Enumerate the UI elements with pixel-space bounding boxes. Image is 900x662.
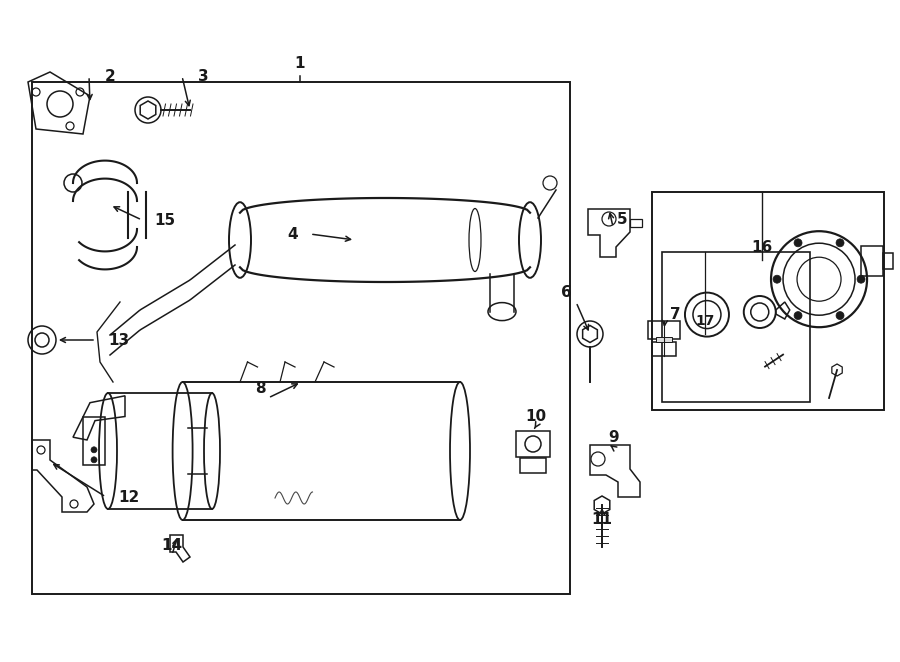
Circle shape: [836, 239, 844, 247]
Text: 7: 7: [670, 307, 680, 322]
Text: 2: 2: [105, 68, 116, 83]
Bar: [656, 337, 672, 342]
Circle shape: [91, 457, 97, 463]
Text: 8: 8: [255, 381, 266, 395]
Text: 10: 10: [526, 408, 546, 424]
Bar: [520, 458, 546, 473]
Text: 6: 6: [561, 285, 572, 299]
Bar: [32, 82, 570, 594]
Text: 3: 3: [198, 68, 209, 83]
Bar: [652, 192, 884, 410]
Text: 1: 1: [295, 56, 305, 71]
Text: 16: 16: [752, 240, 772, 255]
Bar: [883, 253, 893, 269]
Bar: [516, 431, 550, 457]
Text: 11: 11: [591, 512, 613, 528]
Bar: [630, 219, 642, 227]
Bar: [648, 321, 680, 339]
Bar: [652, 342, 676, 356]
Circle shape: [794, 239, 802, 247]
Text: 4: 4: [287, 226, 298, 242]
Text: 12: 12: [118, 489, 140, 504]
Text: 14: 14: [161, 538, 183, 553]
Circle shape: [91, 447, 97, 453]
Circle shape: [857, 275, 865, 283]
Text: 15: 15: [154, 213, 176, 228]
Text: 9: 9: [608, 430, 619, 446]
Text: 17: 17: [696, 314, 715, 328]
Circle shape: [794, 312, 802, 320]
Text: 13: 13: [108, 332, 129, 348]
Bar: [662, 252, 810, 402]
Text: 5: 5: [617, 211, 627, 226]
Bar: [861, 246, 883, 276]
Circle shape: [836, 312, 844, 320]
Circle shape: [773, 275, 781, 283]
Bar: [83, 416, 105, 465]
